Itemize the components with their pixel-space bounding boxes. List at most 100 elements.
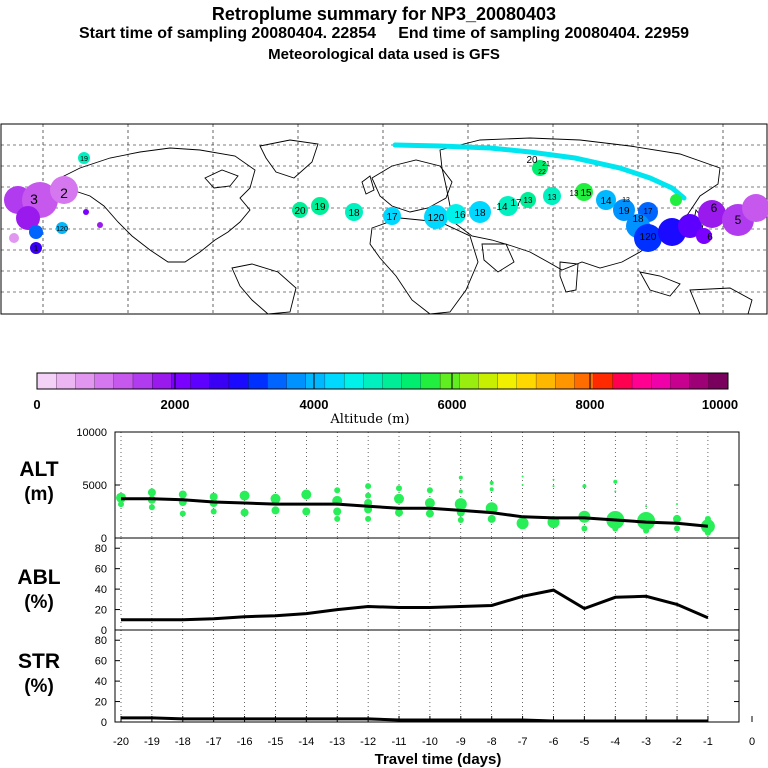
colorbar-cell [516, 372, 537, 390]
plume-marker [613, 199, 635, 221]
y-tick-label: 80 [95, 635, 107, 647]
plume-label: 17 [644, 207, 653, 216]
alt-point [333, 507, 342, 516]
alt-point [147, 488, 156, 497]
x-tick-label: -3 [641, 736, 651, 748]
plume-marker [30, 242, 42, 254]
plume-label: 120 [428, 213, 445, 224]
plume-label: 16 [454, 210, 466, 221]
colorbar-cell [708, 372, 729, 390]
alt-point [302, 507, 311, 516]
alt-point [365, 515, 372, 522]
x-tick-label: -5 [579, 736, 589, 748]
y-tick-label: 60 [95, 564, 107, 576]
x-tick-label: -8 [487, 736, 497, 748]
alt-panel-unit: (m) [24, 484, 54, 505]
colorbar-cell [651, 372, 671, 390]
colorbar-cell [574, 372, 595, 390]
colorbar-cell [152, 372, 172, 390]
colorbar-cell [631, 372, 652, 390]
alt-point [521, 484, 524, 486]
alt-point [178, 490, 187, 499]
x-tick-label: -15 [268, 736, 284, 748]
x-tick-label: -6 [549, 736, 559, 748]
colorbar-cell [324, 372, 345, 390]
alt-point [612, 525, 619, 532]
plume-marker [520, 192, 536, 208]
colorbar-cell [439, 372, 460, 390]
alt-panel: 0 5000 10000 ALT (m) [19, 427, 740, 545]
x-tick-label: 0 [749, 736, 755, 748]
colorbar-cell [113, 372, 134, 390]
alt-point [271, 506, 280, 515]
abl-gridlines [120, 538, 709, 630]
plume-marker [424, 205, 448, 229]
plume-marker [50, 176, 78, 204]
plume-marker [678, 214, 702, 238]
plume-ribbon [392, 142, 687, 201]
plume-label: 19 [314, 202, 326, 213]
colorbar-cell [228, 372, 249, 390]
colorbar-cell [209, 372, 230, 390]
abl-y-ticks: 0 20 40 60 80 [95, 543, 739, 637]
plume-label: 19 [80, 156, 88, 163]
alt-y-ticks: 0 5000 10000 [76, 427, 739, 545]
plume-marker [446, 204, 466, 224]
x-tick-label: -4 [610, 736, 620, 748]
plume-marker [596, 190, 616, 210]
world-map: 19 20 19 18 17 120 18 16 14 17 13 13 13 … [0, 123, 768, 315]
plume-label: 18 [348, 208, 360, 219]
colorbar-cell [190, 372, 211, 390]
x-tick-label: -7 [518, 736, 528, 748]
str-line [121, 716, 708, 723]
y-tick-label: 20 [95, 697, 107, 709]
colorbar-cell [555, 372, 575, 390]
plume-label: 22 [538, 169, 546, 176]
alt-point [676, 503, 678, 506]
plume-label: 2 [60, 185, 68, 201]
colorbar-cell [267, 372, 287, 390]
colorbar-cell [382, 372, 403, 390]
alt-point [613, 479, 618, 484]
alt-point [457, 517, 464, 523]
plume-marker [311, 197, 329, 215]
y-tick-label: 40 [95, 676, 107, 688]
alt-point [240, 508, 249, 517]
alt-point [645, 505, 648, 508]
colorbar-cell [535, 372, 556, 390]
x-tick-label: -11 [391, 736, 406, 748]
alt-point [552, 485, 555, 488]
plume-marker [498, 196, 518, 216]
plume-label: 13 [524, 196, 533, 205]
colorbar-tick-label: 8000 [576, 397, 605, 412]
plume-marker [543, 187, 561, 205]
x-tick-label: -9 [456, 736, 466, 748]
x-tick-label: -13 [329, 736, 345, 748]
alt-point [148, 504, 155, 511]
alt-point [301, 489, 312, 500]
plume-label: 13 [548, 193, 557, 202]
plume-label: 18 [474, 208, 486, 219]
y-tick-label: 0 [101, 717, 107, 729]
plume-marker [9, 233, 19, 243]
plume-marker [16, 206, 40, 230]
alt-point [118, 501, 124, 508]
colorbar-cell [286, 372, 307, 390]
colorbar-tick-label: 10000 [702, 397, 738, 412]
alt-point [365, 483, 372, 490]
alt-point [426, 487, 433, 494]
alt-point [614, 490, 617, 493]
colorbar-cell [689, 372, 710, 390]
str-panel: 0 20 40 60 80 STR (%) [18, 629, 740, 729]
alt-point [365, 492, 372, 499]
colorbar-cell [343, 372, 364, 390]
alt-point [239, 490, 250, 501]
plume-label: 3 [30, 191, 38, 207]
colorbar-cell [420, 372, 441, 390]
alt-point [209, 492, 218, 501]
x-tick-label: -20 [113, 736, 129, 748]
y-tick-label: 80 [95, 543, 107, 555]
plume-marker [696, 228, 712, 244]
str-panel-unit: (%) [24, 676, 54, 697]
colorbar-cell [305, 372, 326, 390]
